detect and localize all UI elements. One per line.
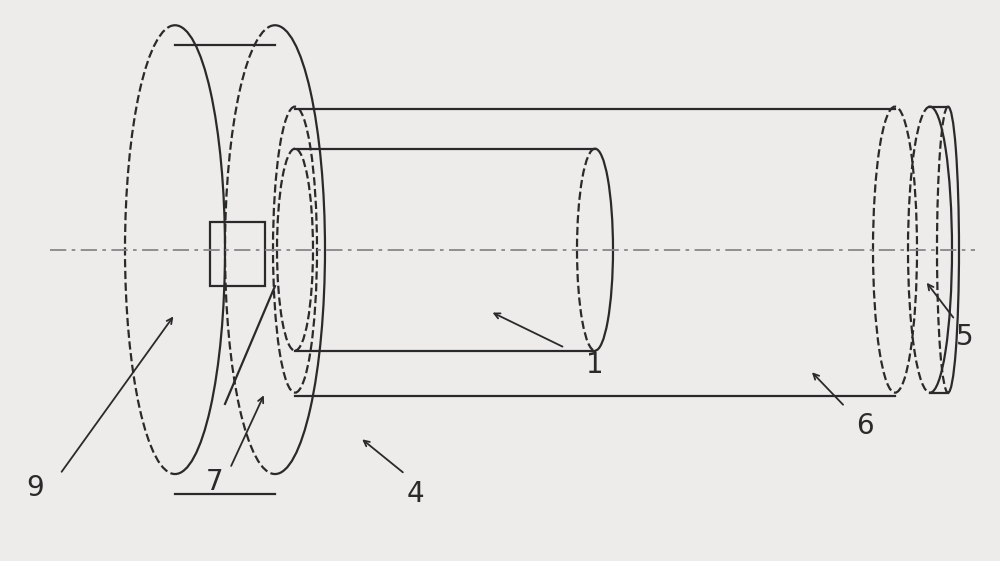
Text: 1: 1 (586, 351, 604, 379)
Text: 7: 7 (206, 468, 224, 496)
Bar (210, 222, 265, 286)
Text: 4: 4 (406, 480, 424, 508)
Text: 9: 9 (26, 474, 44, 502)
Text: 5: 5 (956, 323, 974, 351)
Text: 6: 6 (856, 412, 874, 440)
